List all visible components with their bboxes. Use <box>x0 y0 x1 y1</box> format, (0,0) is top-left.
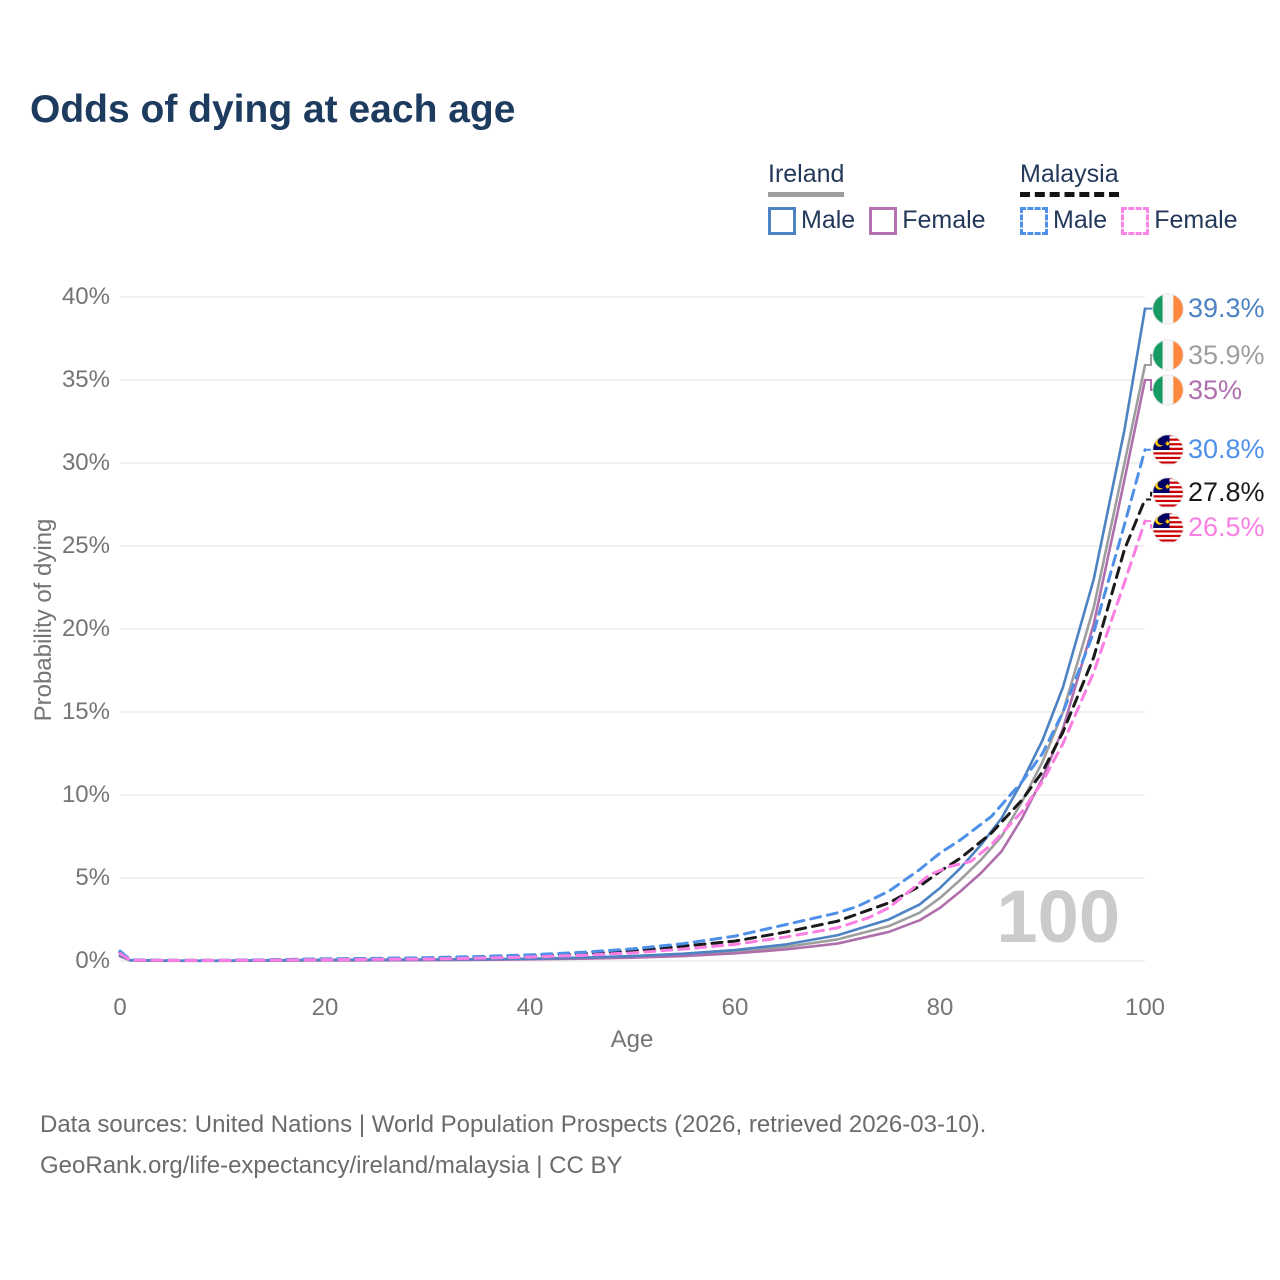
series-line-malaysia-male <box>118 448 1147 962</box>
x-tick-label: 60 <box>721 994 749 1021</box>
x-tick-label: 80 <box>926 994 954 1021</box>
ireland-flag-icon <box>1152 339 1184 371</box>
end-label-malaysia-female: 26.5% <box>1152 511 1265 545</box>
legend-row-malaysia: Male Female <box>1020 206 1252 235</box>
legend-entry-label: Male <box>1053 206 1108 234</box>
end-value: 27.8% <box>1188 477 1265 508</box>
legend-header-malaysia[interactable]: Malaysia <box>1020 160 1119 197</box>
legend-entry-label: Male <box>801 206 856 234</box>
end-label-malaysia-both: 27.8% <box>1152 476 1265 510</box>
y-tick-label: 15% <box>61 698 110 725</box>
y-tick-label: 10% <box>61 781 110 808</box>
malaysia-flag-icon <box>1152 477 1184 509</box>
end-value: 35.9% <box>1188 339 1265 370</box>
legend-entry-ireland-male[interactable]: Male <box>768 206 855 235</box>
y-tick-label: 40% <box>61 283 110 310</box>
end-label-connector <box>1146 491 1157 501</box>
malaysia-flag-icon <box>1152 434 1184 466</box>
y-tick-label: 30% <box>61 449 110 476</box>
end-label-ireland-both: 35.9% <box>1152 338 1265 372</box>
end-label-ireland-male: 39.3% <box>1152 292 1265 326</box>
age-watermark: 100 <box>996 875 1120 958</box>
series-line-malaysia-female <box>118 519 1147 963</box>
y-axis-title: Probability of dying <box>30 518 57 722</box>
legend-entry-label: Female <box>1154 206 1238 234</box>
end-value: 35% <box>1188 374 1243 405</box>
x-axis-title: Age <box>610 1026 654 1053</box>
x-tick-label: 0 <box>113 994 127 1021</box>
legend-entry-malaysia-female[interactable]: Female <box>1121 206 1238 235</box>
chart-title: Odds of dying at each age <box>30 88 516 131</box>
x-tick-label: 40 <box>516 994 544 1021</box>
y-tick-label: 35% <box>61 366 110 393</box>
malaysia-flag-icon <box>1152 512 1184 544</box>
series-line-ireland-female <box>118 378 1147 963</box>
footer: Data sources: United Nations | World Pop… <box>40 1104 986 1186</box>
series-line-ireland-both-sexes <box>118 363 1147 963</box>
x-tick-label: 20 <box>311 994 339 1021</box>
y-tick-label: 0% <box>75 947 110 974</box>
legend-entry-malaysia-male[interactable]: Male <box>1020 206 1107 235</box>
end-label-malaysia-male: 30.8% <box>1152 433 1265 467</box>
legend-row-ireland: Male Female <box>768 206 1000 235</box>
end-value: 26.5% <box>1188 512 1265 543</box>
attribution-text[interactable]: GeoRank.org/life-expectancy/ireland/mala… <box>40 1152 623 1179</box>
end-label-connector <box>1146 520 1157 529</box>
x-tick-label: 100 <box>1124 994 1166 1021</box>
ireland-flag-icon <box>1152 374 1184 406</box>
end-value: 30.8% <box>1188 434 1265 465</box>
malaysia-male-line-swatch-icon <box>1020 206 1048 235</box>
ireland-female-line-swatch-icon <box>869 206 898 235</box>
y-tick-label: 5% <box>75 864 110 891</box>
malaysia-female-line-swatch-icon <box>1121 206 1150 235</box>
legend-group-ireland: Ireland Male Female <box>768 160 1000 235</box>
data-sources-text: Data sources: United Nations | World Pop… <box>40 1111 987 1138</box>
y-tick-label: 25% <box>61 532 110 559</box>
end-label-ireland-female: 35% <box>1152 373 1242 407</box>
y-tick-label: 20% <box>61 615 110 642</box>
legend-group-malaysia: Malaysia Male Female <box>1020 160 1252 235</box>
end-value: 39.3% <box>1188 293 1265 324</box>
legend-header-ireland[interactable]: Ireland <box>768 160 845 197</box>
ireland-male-line-swatch-icon <box>768 206 796 235</box>
ireland-flag-icon <box>1152 293 1184 325</box>
legend-entry-ireland-female[interactable]: Female <box>869 206 986 235</box>
legend-entry-label: Female <box>902 206 986 234</box>
